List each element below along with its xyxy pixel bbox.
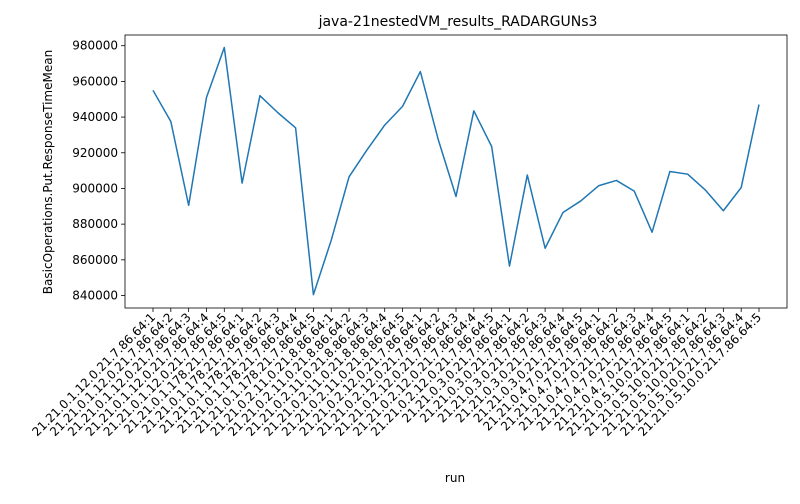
data-point xyxy=(669,170,671,172)
data-point xyxy=(758,103,760,105)
data-point xyxy=(722,210,724,212)
data-point xyxy=(562,211,564,213)
data-point xyxy=(277,111,279,113)
plot-frame xyxy=(124,34,788,309)
data-point xyxy=(187,204,189,206)
y-tick-label: 920000 xyxy=(72,146,118,160)
y-tick-label: 900000 xyxy=(72,181,118,195)
data-point xyxy=(348,176,350,178)
data-point xyxy=(633,190,635,192)
y-axis-ticks: 840000 860000 880000 900000 920000 940000 9600… xyxy=(72,39,125,303)
data-point xyxy=(366,149,368,151)
data-point xyxy=(401,105,403,107)
data-point xyxy=(687,173,689,175)
data-point xyxy=(544,247,546,249)
data-point xyxy=(437,138,439,140)
data-point xyxy=(473,110,475,112)
y-tick-label: 880000 xyxy=(72,217,118,231)
data-point xyxy=(241,182,243,184)
data-points xyxy=(152,46,760,296)
data-point xyxy=(508,265,510,267)
y-tick-label: 840000 xyxy=(72,289,118,303)
data-point xyxy=(330,239,332,241)
data-point xyxy=(384,124,386,126)
data-point xyxy=(455,195,457,197)
y-tick-label: 980000 xyxy=(72,39,118,53)
data-point xyxy=(170,120,172,122)
y-tick-label: 860000 xyxy=(72,253,118,267)
y-tick-label: 960000 xyxy=(72,74,118,88)
chart-title: java-21nestedVM_results_RADARGUNs3 xyxy=(318,14,598,30)
x-axis-label: run xyxy=(445,471,465,485)
data-point xyxy=(223,46,225,48)
data-point xyxy=(704,189,706,191)
data-point xyxy=(490,145,492,147)
data-point xyxy=(597,185,599,187)
data-point xyxy=(152,89,154,91)
data-point xyxy=(651,231,653,233)
data-point xyxy=(294,127,296,129)
data-point xyxy=(259,94,261,96)
data-point xyxy=(740,186,742,188)
data-point xyxy=(580,200,582,202)
data-point xyxy=(419,70,421,72)
x-axis-ticks: 21.21.0.1.12.0.21.7.86.64:121.21.0.1.12.… xyxy=(29,308,764,439)
data-point xyxy=(615,179,617,181)
data-point xyxy=(205,96,207,98)
y-tick-label: 940000 xyxy=(72,110,118,124)
y-axis-label: BasicOperations.Put.ResponseTimeMean xyxy=(41,50,55,294)
series-line xyxy=(152,46,760,296)
axes xyxy=(124,34,788,309)
data-point xyxy=(312,293,314,295)
data-point xyxy=(526,174,528,176)
